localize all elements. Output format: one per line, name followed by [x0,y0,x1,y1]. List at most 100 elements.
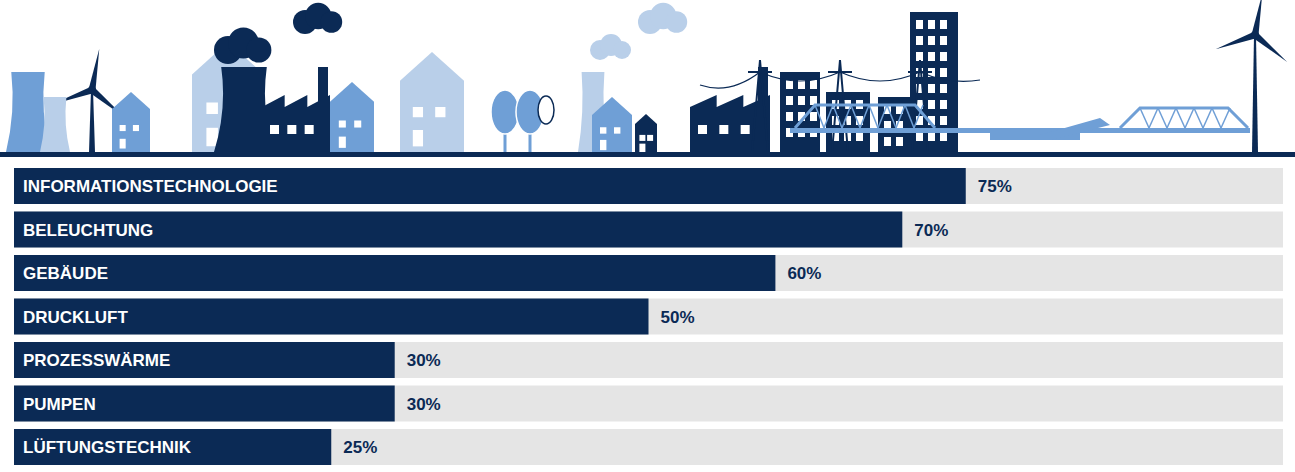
house [635,114,657,152]
bars [14,168,966,465]
bridge-strut [887,105,896,128]
house [592,97,632,152]
window [928,20,935,29]
tracks [14,168,1283,465]
house [112,92,150,152]
door [120,139,126,149]
window [928,84,935,93]
bar-track [14,342,1283,378]
house [330,82,374,152]
house [400,52,464,152]
window [916,36,923,45]
power-line [700,72,980,88]
bridge-strut [878,105,887,128]
window [647,135,653,141]
bar-track [14,386,1283,422]
value-label: 70% [914,221,948,240]
window [940,84,947,93]
chart-root: INFORMATIONSTECHNOLOGIE 75% BELEUCHTUNG 70%… [0,0,1295,472]
bar [14,429,331,465]
chimney [318,67,328,107]
window [940,20,947,29]
window [719,125,728,134]
bridge-strut [1212,108,1221,128]
turbine-blade [89,49,100,91]
window [786,96,793,105]
bar-track [14,168,1283,204]
door [600,140,606,150]
bridge-strut [1185,108,1194,128]
bridge-strut [842,105,851,128]
category-label: INFORMATIONSTECHNOLOGIE [23,177,278,196]
tree-crown [491,90,519,134]
window [928,36,935,45]
window [614,127,620,133]
window [120,125,126,131]
window [928,52,935,61]
bridge-strut [1149,108,1158,128]
window [896,137,903,146]
bridge-strut [1194,108,1203,128]
value-label: 25% [343,438,377,457]
window [206,103,218,115]
window [639,135,645,141]
category-label: PUMPEN [23,395,96,414]
cloud [321,11,343,33]
bridge-strut [1176,108,1185,128]
category-label: LÜFTUNGSTECHNIK [23,438,192,457]
window [600,127,606,133]
boat [1040,118,1110,140]
bar [14,168,966,204]
door [206,128,218,146]
window [856,132,863,141]
window [413,107,423,117]
window [798,96,805,105]
bridge-strut [1140,108,1149,128]
bar [14,342,395,378]
bridge-truss [1120,108,1248,128]
window [916,20,923,29]
bridge-strut [860,105,869,128]
window [339,121,346,128]
bridge-strut [833,105,842,128]
bar [14,212,902,248]
bridge-truss [795,105,935,128]
bridge-strut [851,105,860,128]
bridge-strut [1167,108,1176,128]
bridge-strut [869,105,878,128]
bridge-strut [1221,108,1230,128]
bar [14,255,775,291]
value-label: 30% [407,351,441,370]
window [741,125,750,134]
cloud [246,37,271,62]
door [413,130,423,146]
window [940,132,947,141]
door [639,144,645,154]
category-label: GEBÄUDE [23,264,108,283]
tree-crown [538,96,554,124]
value-label: 75% [978,177,1012,196]
window [916,52,923,61]
cooling-tower [40,97,70,152]
bridge-strut [896,105,905,128]
category-label: BELEUCHTUNG [23,221,153,240]
window [940,68,947,77]
skyline [0,0,1295,157]
bridge-strut [824,105,833,128]
category-label: DRUCKLUFT [23,308,128,327]
window [287,125,296,134]
window [916,132,923,141]
turbine-blade [1216,32,1257,50]
value-label: 50% [661,308,695,327]
window [810,80,817,89]
bridge-strut [1158,108,1167,128]
bridge-strut [1203,108,1212,128]
window [354,121,361,128]
ground-line [0,152,1295,157]
building [780,72,820,152]
door [339,137,346,148]
bridge-strut [815,105,824,128]
window [810,112,817,121]
cloud [666,11,688,33]
bridge-strut [905,105,914,128]
